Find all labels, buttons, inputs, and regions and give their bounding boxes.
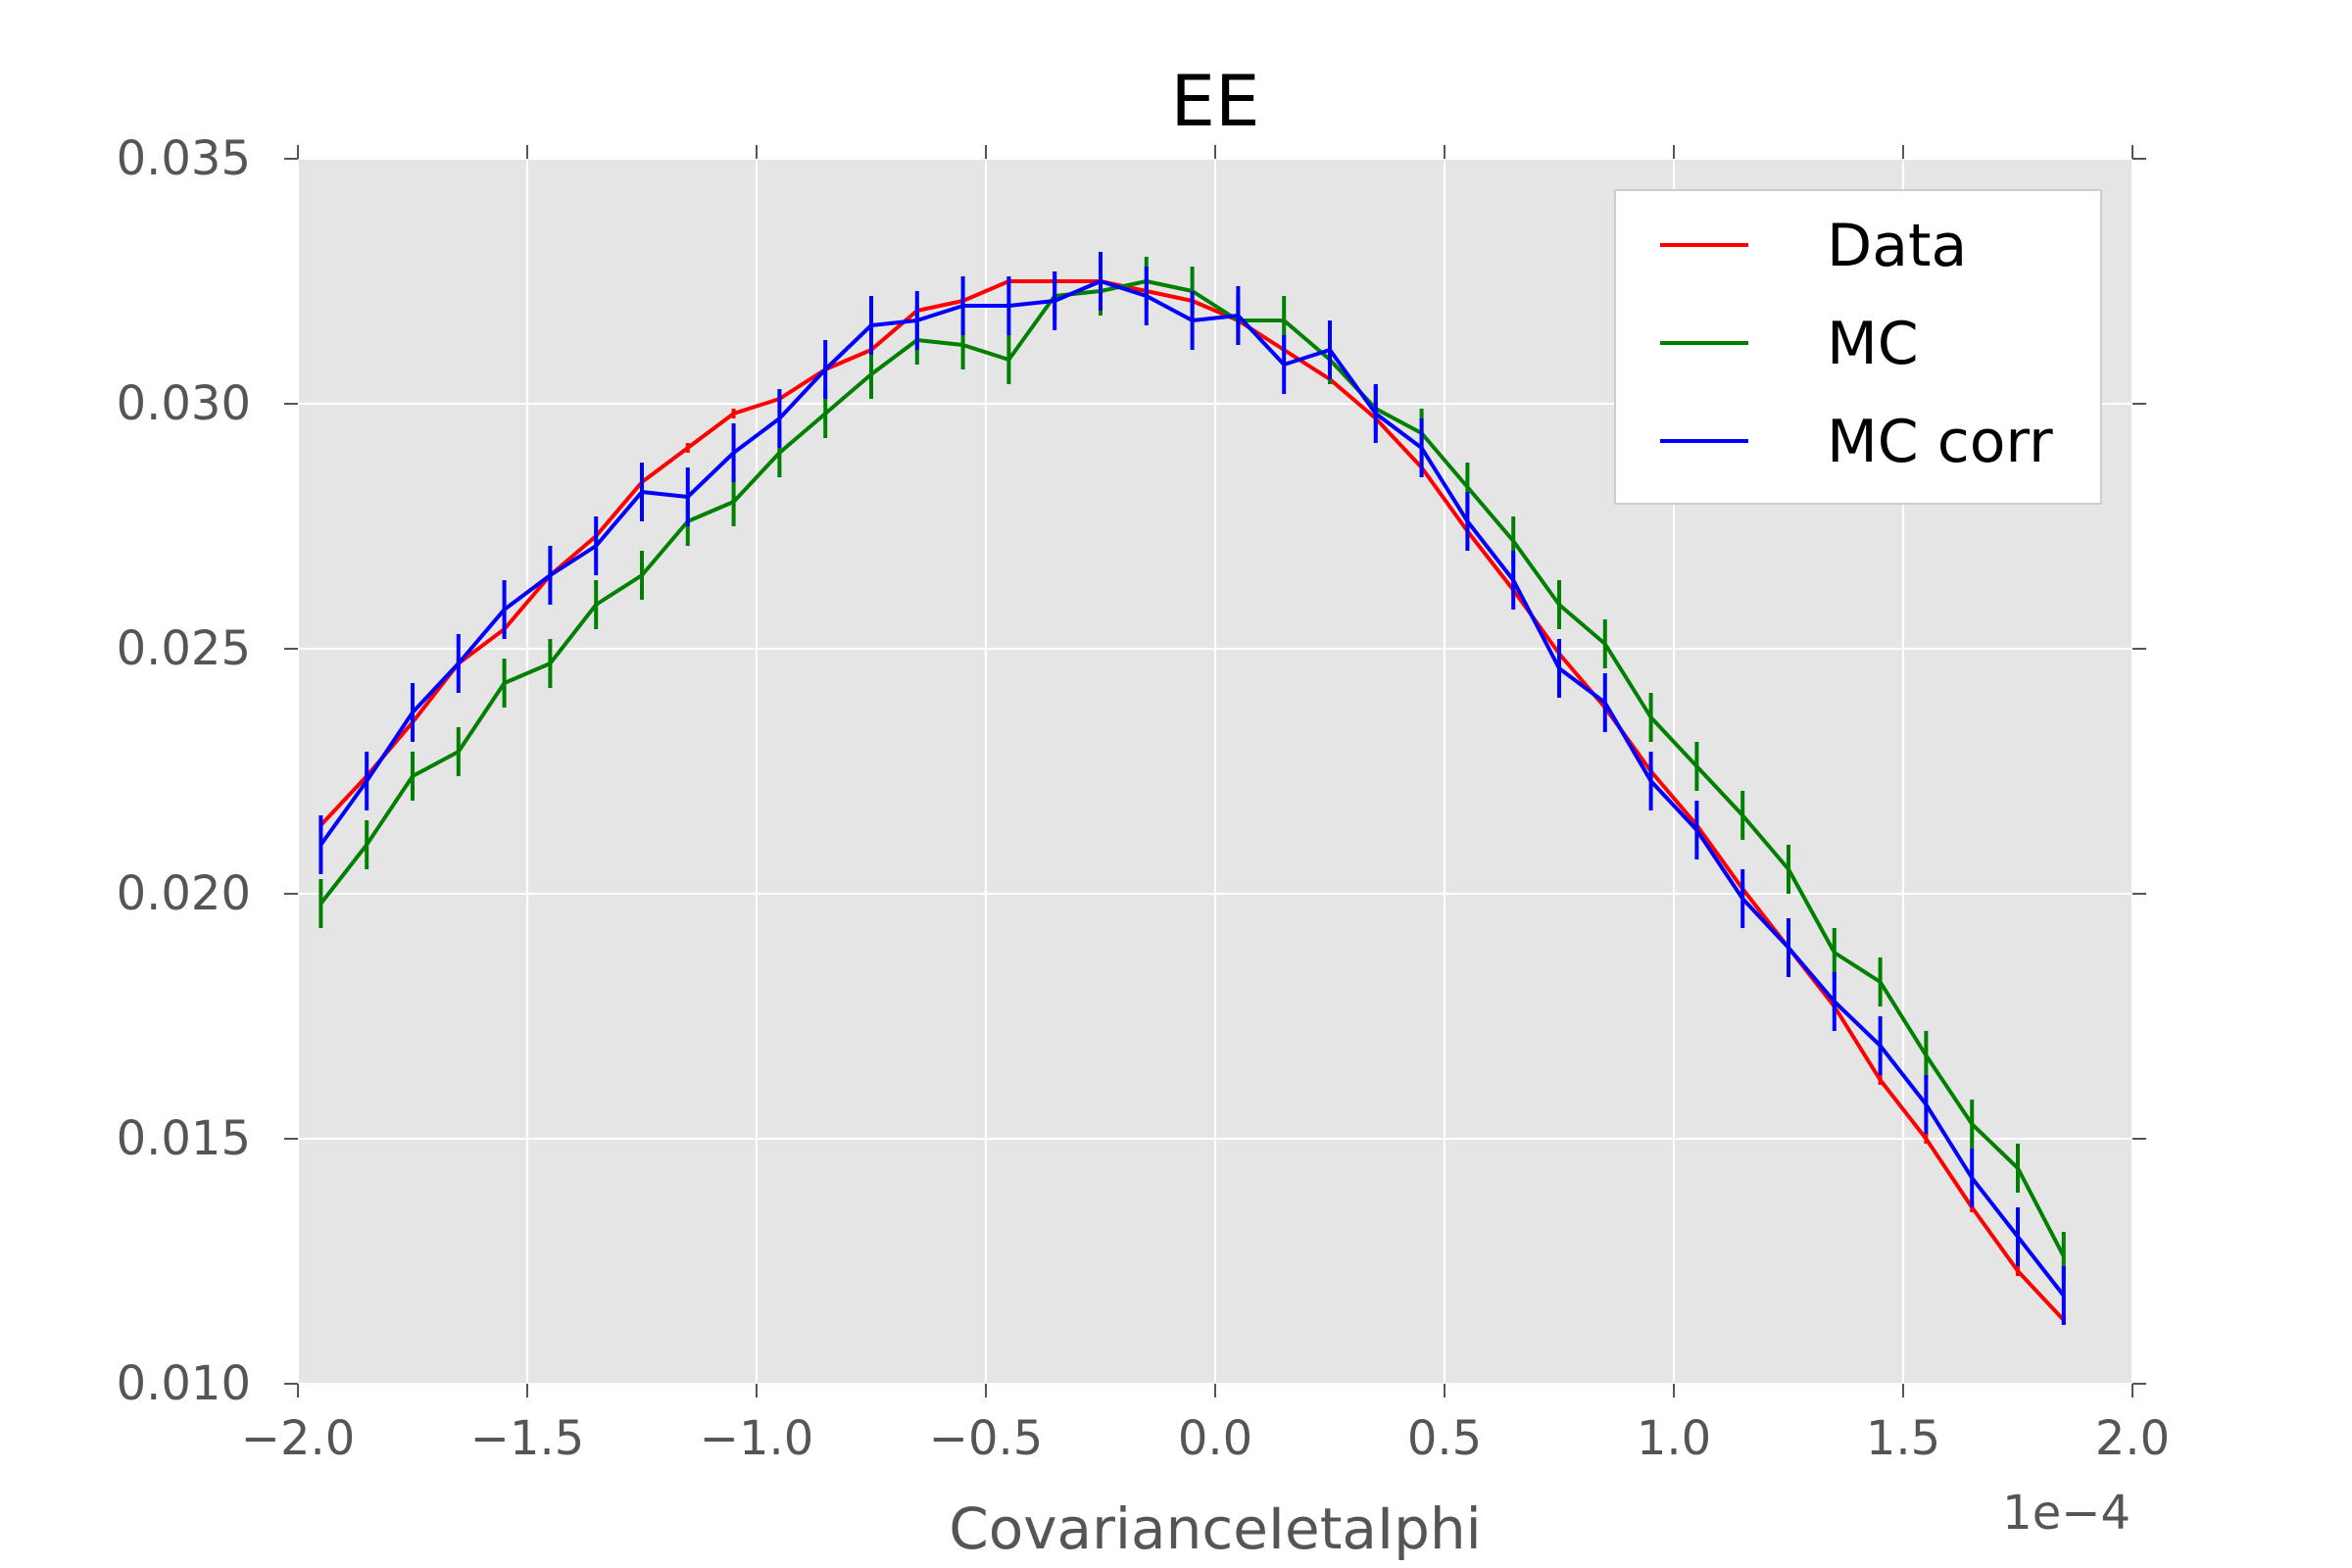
x-tick-label: −1.0: [700, 1411, 814, 1466]
ticks: −2.0 −1.5 −1.0 −0.5 0.0 0.5 1.0 1.5 2.0 0.010 0.01…: [117, 131, 2171, 1466]
y-tick-label: 0.020: [117, 866, 251, 921]
series-layer: [318, 252, 2066, 1325]
legend-label: Data: [1827, 212, 1967, 280]
legend: Data MC MC corr: [1614, 189, 2102, 505]
chart-title: EE: [1171, 60, 1260, 142]
grid: [297, 158, 2133, 1385]
x-tick-label: −1.5: [470, 1411, 585, 1466]
legend-box: [1614, 189, 2102, 505]
x-tick-label: 1.5: [1866, 1411, 1940, 1466]
x-tick-label: −0.5: [929, 1411, 1044, 1466]
series-mc-corr: [318, 252, 2066, 1325]
y-tick-label: 0.030: [117, 376, 251, 431]
x-tick-label: 0.0: [1178, 1411, 1252, 1466]
x-tick-label: 2.0: [2095, 1411, 2170, 1466]
x-tick-label: 1.0: [1637, 1411, 1711, 1466]
x-tick-label: 0.5: [1407, 1411, 1482, 1466]
legend-label: MC corr: [1827, 408, 2053, 476]
y-tick-label: 0.035: [117, 131, 251, 186]
x-axis-label: CovarianceIetaIphi: [949, 1495, 1482, 1562]
legend-label: MC: [1827, 310, 1919, 378]
y-tick-label: 0.010: [117, 1356, 251, 1411]
y-tick-label: 0.015: [117, 1111, 251, 1166]
x-axis-offset-text: 1e−4: [2002, 1486, 2131, 1541]
x-tick-label: −2.0: [241, 1411, 356, 1466]
y-tick-label: 0.025: [117, 621, 251, 676]
